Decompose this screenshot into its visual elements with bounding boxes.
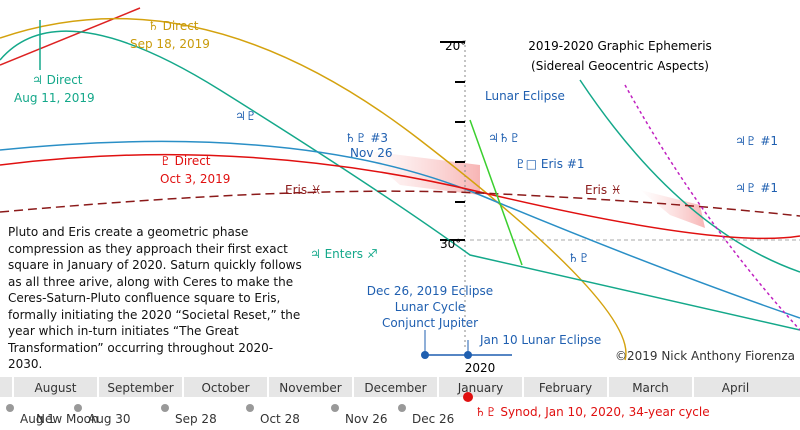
label: Conjunct Jupiter	[382, 316, 478, 330]
label: Lunar Cycle	[395, 300, 466, 314]
moon-dot	[331, 404, 339, 412]
subtitle: (Sidereal Geocentric Aspects)	[531, 59, 709, 73]
month: April	[722, 381, 749, 395]
label: ♃♇ #1	[735, 181, 778, 195]
label: ♄♇	[568, 251, 590, 265]
label: ♇ Direct	[160, 154, 211, 168]
label: ♄♇ #3	[345, 131, 388, 145]
planet-line	[579, 79, 800, 273]
dot	[421, 351, 429, 359]
label: Eris ♓	[285, 183, 322, 197]
moon-dot	[161, 404, 169, 412]
moon-date: Oct 28	[260, 412, 300, 426]
axis-label: 30°	[440, 237, 461, 251]
month: August	[35, 381, 77, 395]
year: 2020	[465, 361, 496, 375]
paragraph: Pluto and Eris create a geometric phase …	[8, 225, 302, 371]
label: Oct 3, 2019	[160, 172, 230, 186]
moon-dot	[398, 404, 406, 412]
labels: ♄ Direct Sep 18, 2019 ♃ Direct Aug 11, 2…	[14, 19, 778, 347]
moon-dot	[6, 404, 14, 412]
moon-date: Dec 26	[412, 412, 454, 426]
month: February	[539, 381, 592, 395]
venus-line	[624, 84, 800, 331]
synod: ♄♇ Synod, Jan 10, 2020, 34-year cycle	[475, 405, 710, 419]
label: ♇□ Eris #1	[515, 157, 585, 171]
label: ♃ Direct	[32, 73, 83, 87]
month-bar	[0, 377, 800, 397]
moon-dot	[246, 404, 254, 412]
moon-line	[469, 119, 523, 266]
label: Lunar Eclipse	[485, 89, 565, 103]
label: Dec 26, 2019 Eclipse	[367, 284, 493, 298]
title: 2019-2020 Graphic Ephemeris	[528, 39, 712, 53]
eris-line	[0, 190, 800, 217]
node-line	[0, 7, 141, 66]
axis-ticks	[440, 41, 465, 241]
label: Aug 11, 2019	[14, 91, 95, 105]
label: Eris ♓	[585, 183, 622, 197]
saturn-line	[0, 17, 627, 361]
label: ♃ Enters ♐	[310, 247, 378, 261]
month: December	[364, 381, 426, 395]
shade	[640, 190, 705, 228]
moon-dot	[74, 404, 82, 412]
label: ♃♄♇	[488, 131, 520, 145]
dot	[464, 351, 472, 359]
month: March	[632, 381, 669, 395]
label: Sep 18, 2019	[130, 37, 210, 51]
month: November	[279, 381, 341, 395]
moon-date: New Moon	[36, 412, 99, 426]
axis-label: 20°	[445, 39, 466, 53]
moon-date: Aug 1	[20, 412, 55, 426]
moon-date: Nov 26	[345, 412, 388, 426]
months: August September October November December Ja…	[12, 377, 749, 397]
pluto-line	[0, 153, 800, 240]
moon-date: Sep 28	[175, 412, 217, 426]
label: ♃♇ #1	[735, 134, 778, 148]
label: Jan 10 Lunar Eclipse	[479, 333, 601, 347]
synod-dot	[463, 392, 473, 402]
month: January	[457, 381, 504, 395]
label: ♃♇	[235, 109, 257, 123]
label: ♄ Direct	[148, 19, 199, 33]
label: Nov 26	[350, 146, 393, 160]
month: October	[201, 381, 249, 395]
month: September	[107, 381, 173, 395]
jupiter-line	[0, 30, 800, 331]
copyright: ©2019 Nick Anthony Fiorenza	[615, 349, 795, 363]
moon-date: Aug 30	[88, 412, 131, 426]
